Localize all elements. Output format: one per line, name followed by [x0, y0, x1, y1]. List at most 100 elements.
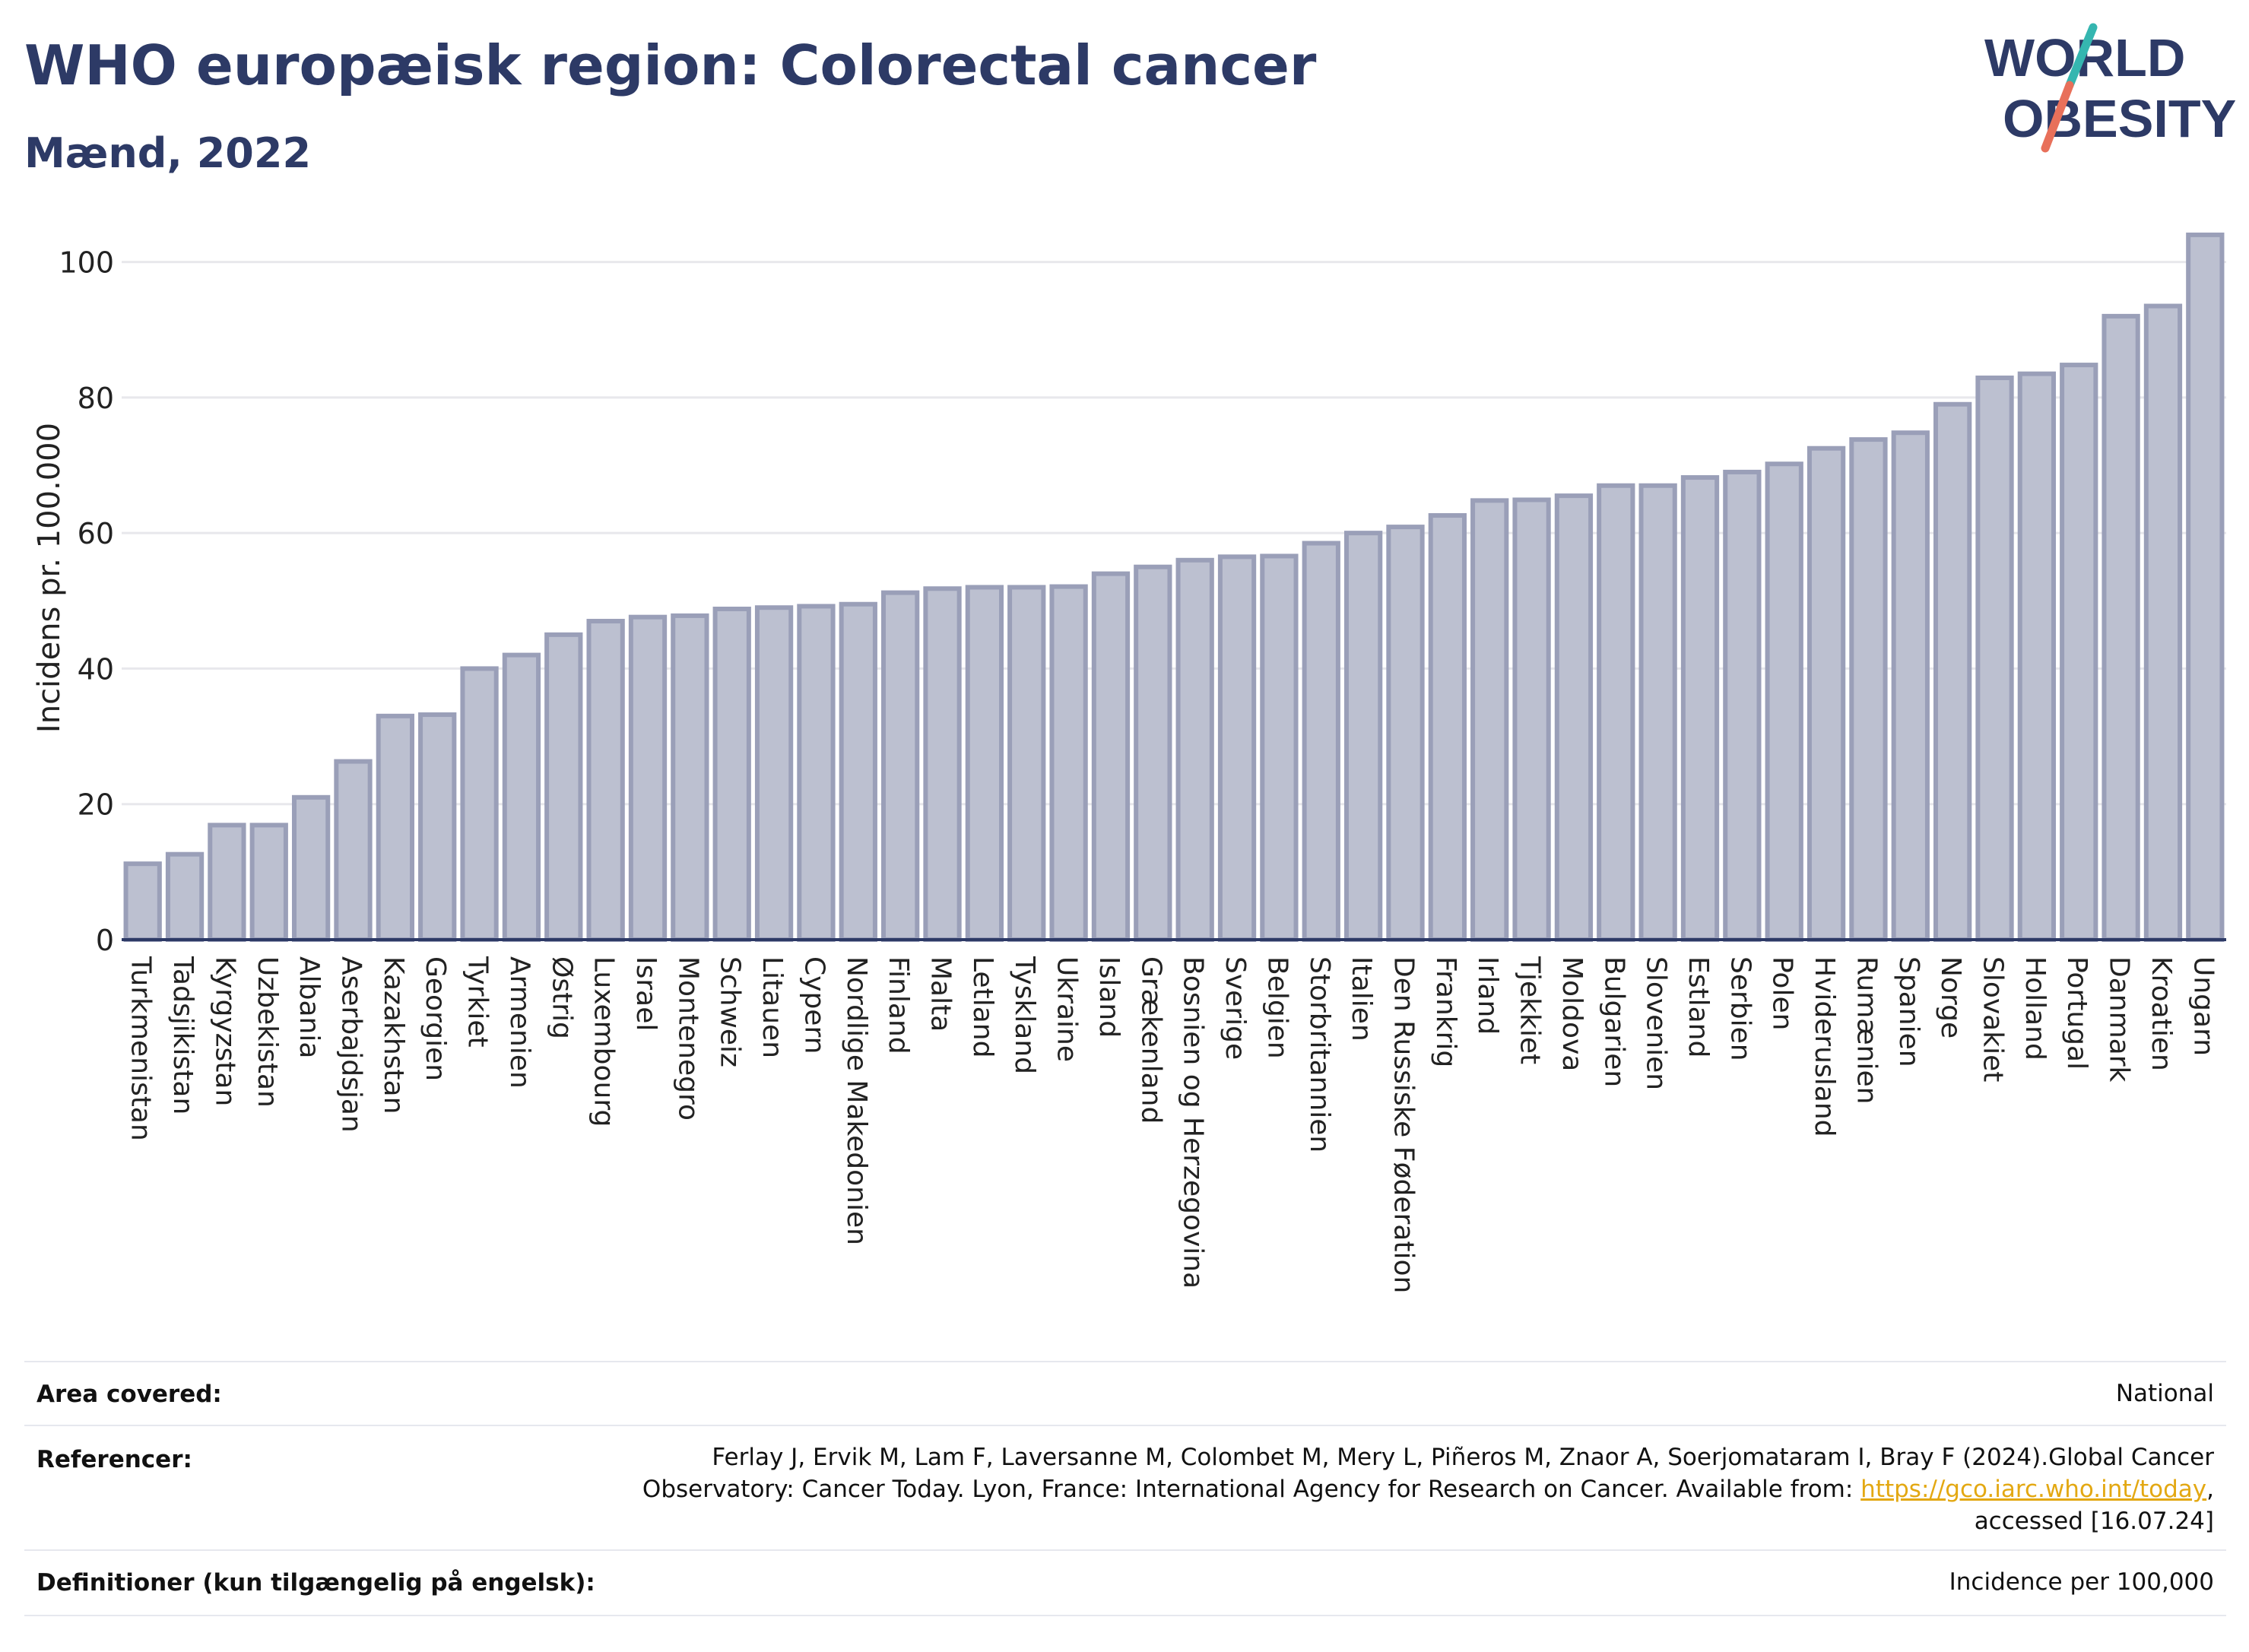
bar-luxembourg	[586, 619, 625, 942]
definitions-label: Definitioner (kun tilgængelig på engelsk…	[36, 1569, 595, 1597]
bar-italien	[1343, 531, 1383, 942]
bar-ungarn	[2186, 232, 2225, 942]
bar-letland	[965, 585, 1004, 942]
x-tick-label: Moldova	[1556, 956, 1588, 1071]
y-tick-label: 40	[78, 652, 114, 686]
x-tick-label: Island	[1093, 956, 1124, 1038]
x-tick-label: Turkmenistan	[125, 956, 157, 1141]
x-tick-label: Belgien	[1261, 956, 1293, 1059]
chart-subtitle: Mænd, 2022	[24, 129, 312, 177]
x-tick-label: Armenien	[504, 956, 535, 1089]
logo-line2: OBESITY	[2003, 89, 2235, 148]
bar-belgien	[1260, 553, 1299, 942]
reference-line-3: accessed [16.07.24]	[1974, 1508, 2214, 1535]
x-tick-label: Tadsjikistan	[167, 956, 198, 1115]
area-covered-label: Area covered:	[36, 1381, 222, 1408]
bar-armenien	[502, 652, 541, 942]
x-tick-label: Cypern	[798, 956, 829, 1054]
x-tick-label: Danmark	[2104, 956, 2135, 1083]
x-tick-label: Letland	[967, 956, 998, 1057]
bar-tyrkiet	[460, 666, 499, 943]
reference-line-2: Observatory: Cancer Today. Lyon, France:…	[642, 1473, 2214, 1505]
bar-kroatien	[2143, 303, 2183, 942]
x-tick-label: Portugal	[2061, 956, 2092, 1070]
definitions-value: Incidence per 100,000	[1949, 1568, 2214, 1596]
x-tick-label: Kyrgyzstan	[209, 956, 240, 1106]
bar-chart: 0 20 40 60 80 100 Turkmenistan Tadsjikistan Kyr…	[32, 232, 2226, 1293]
x-tick-label: Ungarn	[2187, 956, 2219, 1056]
x-tick-label: Grækenland	[1135, 956, 1166, 1124]
bar-norge	[1933, 401, 1972, 942]
bar-den-russiske-føderation	[1386, 525, 1425, 942]
bar-malta	[923, 586, 962, 942]
logo-slash-bottom	[2041, 81, 2074, 153]
y-axis-ticks: 0 20 40 60 80 100	[59, 246, 114, 957]
bar-uzbekistan	[249, 823, 288, 942]
x-tick-label: Nordlige Makedonien	[841, 956, 872, 1245]
reference-link[interactable]: https://gco.iarc.who.int/today	[1860, 1476, 2207, 1503]
bars	[123, 232, 2225, 943]
bar-nordlige-makedonien	[839, 601, 877, 942]
bar-sverige	[1217, 554, 1257, 942]
bar-tjekkiet	[1512, 497, 1551, 942]
bar-storbritannien	[1302, 541, 1340, 942]
x-tick-label: Østrig	[546, 956, 577, 1039]
bar-portugal	[2060, 363, 2098, 943]
bar-ukraine	[1049, 584, 1088, 943]
x-tick-label: Ukraine	[1052, 956, 1083, 1062]
bar-grækenland	[1134, 564, 1172, 942]
y-axis-label: Incidens pr. 100.000	[32, 423, 67, 733]
x-tick-label: Rumænien	[1851, 956, 1882, 1104]
bar-serbien	[1723, 469, 1762, 942]
bar-irland	[1470, 498, 1509, 942]
bar-polen	[1765, 461, 1803, 942]
x-tick-label: Kazakhstan	[378, 956, 409, 1114]
bar-georgien	[418, 712, 457, 942]
x-tick-label: Frankrig	[1430, 956, 1461, 1067]
x-tick-label: Spanien	[1893, 956, 1924, 1067]
y-tick-label: 20	[78, 788, 114, 822]
y-tick-label: 80	[78, 382, 114, 415]
x-tick-label: Luxembourg	[588, 956, 620, 1127]
logo-slash-top	[2065, 23, 2098, 90]
bar-montenegro	[671, 613, 709, 942]
x-tick-label: Montenegro	[672, 956, 703, 1121]
bar-kyrgyzstan	[208, 823, 246, 942]
x-tick-label: Bosnien og Herzegovina	[1178, 956, 1209, 1289]
x-tick-label: Hviderusland	[1809, 956, 1840, 1137]
bar-bosnien-og-herzegovina	[1175, 557, 1214, 942]
bar-rumænien	[1849, 437, 1888, 942]
reference-line-1: Ferlay J, Ervik M, Lam F, Laversanne M, …	[712, 1444, 2214, 1471]
y-tick-label: 60	[78, 517, 114, 550]
bar-tyskland	[1007, 585, 1046, 942]
bar-aserbajdsjan	[334, 759, 373, 942]
y-tick-label: 0	[96, 924, 114, 957]
x-tick-label: Slovenien	[1641, 956, 1672, 1090]
x-tick-label: Holland	[2019, 956, 2051, 1061]
bar-litauen	[754, 605, 794, 942]
x-tick-label: Tyskland	[1009, 956, 1040, 1074]
reference-line-2-text: Observatory: Cancer Today. Lyon, France:…	[642, 1476, 1861, 1503]
x-tick-label: Uzbekistan	[252, 956, 283, 1108]
info-references: Referencer: Ferlay J, Ervik M, Lam F, La…	[24, 1425, 2226, 1551]
bar-albania	[291, 794, 331, 943]
bar-moldova	[1554, 493, 1594, 942]
x-tick-label: Estland	[1683, 956, 1714, 1057]
bar-spanien	[1891, 430, 1930, 942]
x-tick-label: Sverige	[1220, 956, 1251, 1060]
x-tick-label: Polen	[1767, 956, 1798, 1030]
bar-turkmenistan	[123, 861, 162, 943]
x-tick-label: Kroatien	[2146, 956, 2177, 1071]
x-tick-label: Georgien	[420, 956, 451, 1081]
x-tick-label: Litauen	[757, 956, 788, 1058]
chart-title: WHO europæisk region: Colorectal cancer	[24, 33, 1317, 97]
world-obesity-logo: WORLD OBESITY	[1984, 23, 2235, 153]
area-covered-value: National	[2115, 1380, 2214, 1407]
bar-østrig	[544, 632, 583, 942]
info-area-covered: Area covered: National	[24, 1361, 2226, 1426]
bar-israel	[628, 614, 668, 942]
bar-island	[1091, 571, 1131, 943]
bar-danmark	[2101, 313, 2140, 942]
x-tick-label: Israel	[630, 956, 661, 1031]
x-tick-label: Tyrkiet	[462, 956, 493, 1048]
